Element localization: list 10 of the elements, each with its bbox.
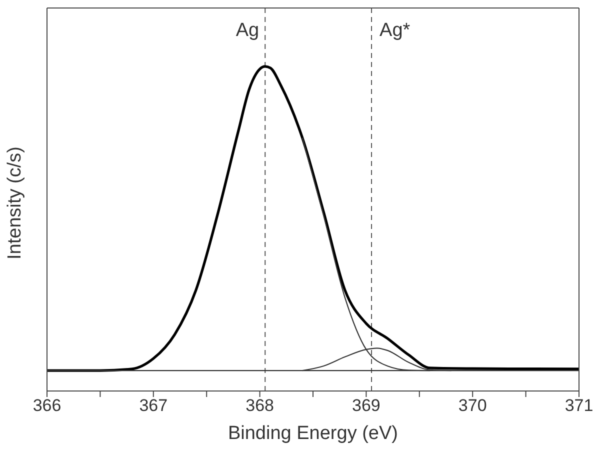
x-axis-title: Binding Energy (eV) xyxy=(228,423,398,444)
x-tick-label: 367 xyxy=(139,396,168,416)
x-tick-label: 370 xyxy=(458,396,487,416)
x-tick-label: 366 xyxy=(32,396,62,416)
x-tick-label: 369 xyxy=(352,396,380,416)
ref-line-label: Ag* xyxy=(380,20,411,41)
y-axis-title: Intensity (c/s) xyxy=(4,146,26,260)
x-tick-label: 371 xyxy=(564,396,594,416)
ref-line-label: Ag xyxy=(236,20,260,41)
x-tick-label: 368 xyxy=(246,396,274,416)
